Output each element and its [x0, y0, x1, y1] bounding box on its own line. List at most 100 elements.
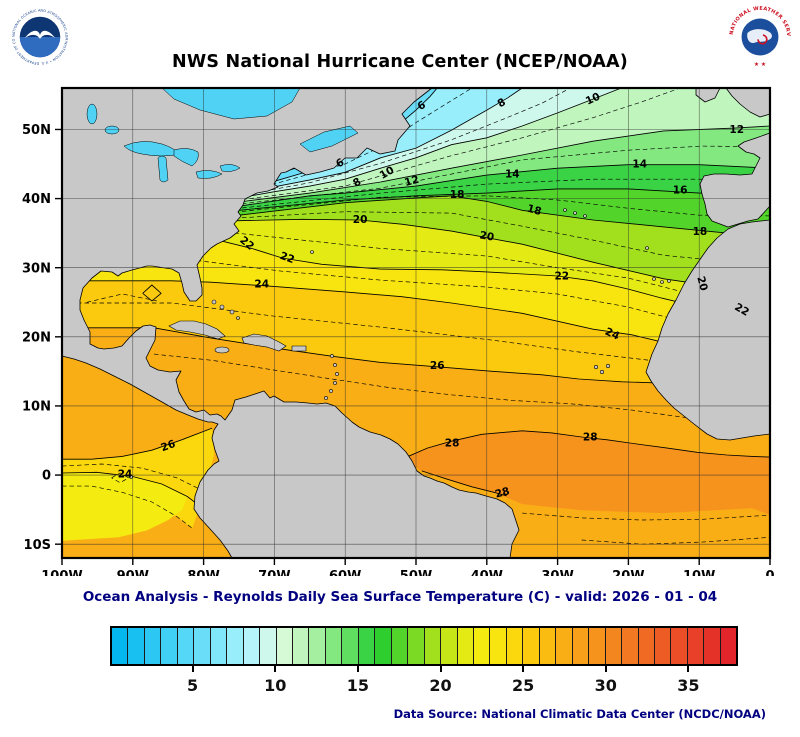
map-subtitle: Ocean Analysis - Reynolds Daily Sea Surf… — [82, 589, 718, 605]
colorbar-cell — [342, 628, 359, 664]
gulf-of-st-lawrence — [299, 125, 359, 153]
colorbar-tick — [522, 664, 525, 672]
contour-label: 28 — [445, 437, 460, 449]
isotherm-24 — [61, 471, 201, 507]
colorbar-cell — [523, 628, 540, 664]
contour-label: 22 — [554, 271, 569, 283]
inland-water — [86, 87, 359, 183]
contour-label: 12 — [729, 124, 744, 136]
colorbar-cell — [556, 628, 573, 664]
colorbar-cell — [671, 628, 688, 664]
island-bahamas — [211, 299, 217, 305]
x-tick-label: 100W — [41, 569, 82, 576]
lesser-antilles — [330, 354, 334, 358]
land-iberia-france — [699, 132, 771, 228]
x-tick-label: 80W — [187, 569, 219, 576]
colorbar-cell — [572, 628, 590, 664]
contour-label: 24 — [254, 278, 269, 290]
colorbar-cell — [506, 628, 524, 664]
x-tick-label: 60W — [329, 569, 361, 576]
colorbar-cell — [210, 628, 228, 664]
colorbar-cell — [490, 628, 507, 664]
contour-label: 22 — [278, 250, 296, 266]
land-americas — [61, 87, 520, 559]
lake-michigan — [157, 155, 169, 183]
colorbar-cell — [276, 628, 293, 664]
colorbar-cell — [309, 628, 326, 664]
isotherm-28 — [421, 470, 507, 497]
colorbar-cell — [408, 628, 425, 664]
cape-verde — [593, 364, 598, 369]
x-tick-label: 70W — [258, 569, 290, 576]
colorbar-cell — [375, 628, 392, 664]
colorbar-tick-label: 25 — [512, 676, 535, 695]
contour-label: 14 — [505, 168, 520, 180]
small-lake — [104, 125, 120, 135]
colorbar-cell — [622, 628, 639, 664]
colorbar-cell — [589, 628, 606, 664]
colorbar-cell — [243, 628, 261, 664]
lake-winnipeg — [86, 103, 98, 125]
x-tick-label: 10W — [683, 569, 715, 576]
colorbar-tick-label: 5 — [187, 676, 199, 695]
isotherm-25-dashed — [61, 463, 203, 491]
land-africa — [645, 219, 771, 441]
isotherm-17-dashed — [61, 195, 771, 217]
canary-islands — [667, 279, 671, 283]
colorbar-cell — [720, 628, 737, 664]
colorbar-tick — [687, 664, 690, 672]
page-title: NWS National Hurricane Center (NCEP/NOAA… — [172, 52, 628, 72]
colorbar-cell — [424, 628, 442, 664]
colorbar-cell — [441, 628, 458, 664]
colorbar-cell — [457, 628, 474, 664]
lake-huron — [173, 148, 199, 167]
contour-label: 26 — [159, 438, 177, 454]
axis-labels: 100W 90W 80W 70W 60W 50W 40W 30W 20W 10W 0 50N 40N 30… — [22, 123, 775, 576]
temperature-patch — [62, 472, 188, 541]
colorbar-cell — [638, 628, 655, 664]
colorbar-cell — [112, 628, 129, 664]
colorbar-tick-label: 15 — [346, 676, 370, 695]
isotherm-23-dashed — [62, 485, 193, 529]
x-tick-label: 0 — [765, 569, 774, 576]
y-tick-label: 10S — [24, 538, 51, 553]
colorbar-tick — [356, 664, 359, 672]
x-tick-label: 30W — [541, 569, 573, 576]
colorbar-tick-label: 20 — [429, 676, 452, 695]
contour-label: 16 — [673, 184, 688, 196]
colorbar-tick-label: 10 — [264, 676, 287, 695]
island-puerto-rico — [291, 345, 307, 352]
colorbar-cell — [687, 628, 705, 664]
colorbar-tick — [274, 664, 277, 672]
colorbar: 5 10 15 20 25 30 35 — [110, 626, 738, 700]
colorbar-cell — [605, 628, 623, 664]
colorbar-cell — [325, 628, 343, 664]
colorbar-tick — [604, 664, 607, 672]
azores — [563, 208, 567, 212]
nws-stars-icon: ★ ★ — [754, 61, 766, 68]
contour-label: 18 — [526, 203, 543, 218]
colorbar-cell — [144, 628, 162, 664]
isotherm-28 — [401, 430, 771, 460]
colorbar-cell — [704, 628, 721, 664]
y-tick-label: 50N — [22, 123, 51, 138]
colorbar-cell — [473, 628, 491, 664]
colorbar-cell — [194, 628, 211, 664]
azores — [573, 211, 577, 215]
colorbar-cell — [654, 628, 672, 664]
lesser-antilles — [333, 381, 337, 385]
island-bermuda — [310, 250, 314, 254]
contour-label: 12 — [403, 174, 420, 189]
galapagos — [129, 475, 133, 479]
isotherm-25 — [142, 284, 162, 302]
contour-label: 10 — [584, 91, 602, 108]
colorbar-tick-label: 35 — [677, 676, 700, 695]
temperature-patch — [401, 430, 770, 516]
y-tick-label: 40N — [22, 192, 51, 207]
island-jamaica — [214, 346, 230, 354]
contour-label: 28 — [583, 432, 598, 444]
colorbar-cell — [292, 628, 310, 664]
y-tick-label: 20N — [22, 330, 51, 345]
landmasses — [61, 87, 771, 559]
colorbar-cell — [391, 628, 409, 664]
